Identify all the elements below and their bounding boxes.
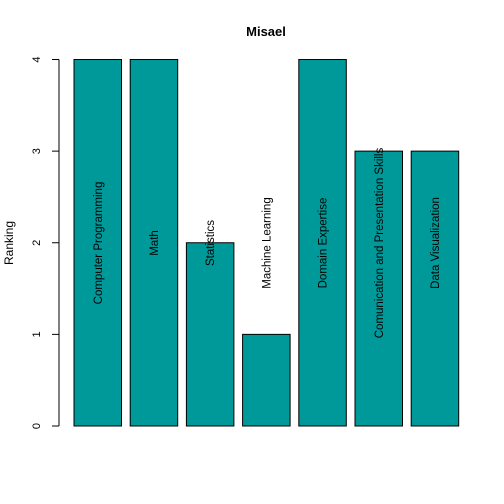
bar — [410, 150, 460, 427]
bar — [73, 59, 122, 427]
bar — [185, 242, 235, 427]
bar — [129, 59, 179, 427]
bar — [298, 59, 347, 427]
bar-category-label: Math — [149, 230, 161, 256]
bar-category-label: Machine Learning — [261, 197, 273, 288]
y-tick-label: 4 — [31, 56, 43, 62]
bar-category-label: Domain Expertise — [318, 198, 330, 289]
bar-labels-group: Computer Programming Math Statistics Machin… — [93, 148, 442, 339]
bar — [242, 333, 291, 427]
y-tick-label: 3 — [31, 148, 43, 154]
y-axis: 0 1 2 3 4 — [31, 56, 60, 429]
y-tick-label: 0 — [31, 423, 43, 429]
bar-category-label: Computer Programming — [93, 182, 105, 305]
y-axis-title: Ranking — [2, 221, 16, 265]
bar — [354, 150, 403, 427]
chart-title: Misael — [246, 24, 286, 39]
bar-category-label: Data Visualization — [430, 197, 442, 289]
bars-group — [73, 59, 460, 427]
bar-category-label: Statistics — [205, 220, 217, 266]
y-tick-label: 2 — [31, 240, 43, 246]
bar-category-label: Comunication and Presentation Skills — [374, 148, 386, 339]
y-tick-label: 1 — [31, 331, 43, 337]
